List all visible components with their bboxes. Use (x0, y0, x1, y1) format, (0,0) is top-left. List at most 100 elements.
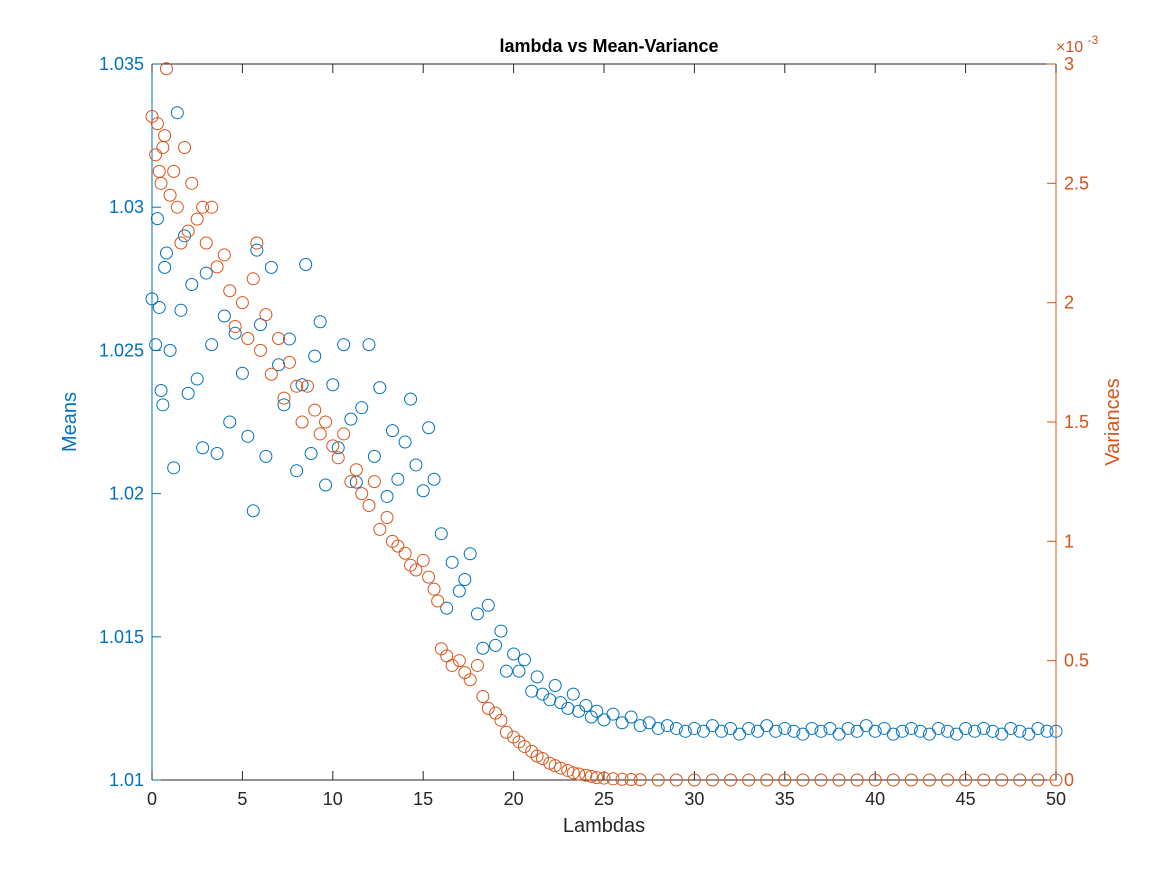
mean-point (253, 318, 267, 332)
mean-point (481, 598, 495, 612)
variance-point (205, 200, 219, 214)
variance-point (170, 200, 184, 214)
variance-point (445, 658, 459, 672)
variance-point (494, 713, 508, 727)
variance-point (217, 248, 231, 262)
variance-point (210, 260, 224, 274)
mean-point (152, 300, 166, 314)
variance-point (404, 558, 418, 572)
mean-point (235, 366, 249, 380)
mean-point (391, 472, 405, 486)
variance-point (272, 331, 286, 345)
variance-point (904, 773, 918, 787)
mean-point (805, 721, 819, 735)
axes: 0 5 10 15 20 25 30 35 40 45 501.011.0151.021.0251.… (99, 54, 1089, 809)
mean-point (494, 624, 508, 638)
mean-point (904, 721, 918, 735)
variance-point (705, 773, 719, 787)
variance-point (554, 761, 568, 775)
variance-point (536, 752, 550, 766)
variance-point (190, 212, 204, 226)
mean-point (434, 527, 448, 541)
mean-point (145, 292, 159, 306)
variance-point (470, 658, 484, 672)
mean-point (304, 447, 318, 461)
mean-point (228, 326, 242, 340)
mean-point (217, 309, 231, 323)
mean-point (445, 555, 459, 569)
variance-point (178, 141, 192, 155)
y-left-tick-label: 1.02 (109, 484, 144, 504)
variance-point (724, 773, 738, 787)
mean-point (678, 724, 692, 738)
mean-point (440, 601, 454, 615)
mean-point (250, 243, 264, 257)
exponent-power: -3 (1088, 33, 1099, 47)
variance-point (167, 164, 181, 178)
variance-point (185, 176, 199, 190)
mean-point (282, 332, 296, 346)
mean-point (733, 727, 747, 741)
mean-point (859, 719, 873, 733)
x-axis-label: Lambdas (563, 815, 645, 837)
mean-point (337, 338, 351, 352)
variance-point (742, 773, 756, 787)
x-tick-label: 15 (413, 789, 433, 809)
variance-point (409, 563, 423, 577)
variance-point (687, 773, 701, 787)
mean-point (633, 719, 647, 733)
variance-point (367, 475, 381, 489)
y-left-tick-label: 1.03 (109, 197, 144, 217)
variance-point (651, 773, 665, 787)
mean-point (760, 719, 774, 733)
chart-labels: lambda vs Mean-Variance Lambdas Means Va… (59, 33, 1124, 837)
mean-point (313, 315, 327, 329)
mean-point (530, 670, 544, 684)
mean-point (1040, 724, 1054, 738)
y-left-tick-label: 1.01 (109, 770, 144, 790)
mean-point (458, 573, 472, 587)
mean-point (507, 647, 521, 661)
mean-point (512, 664, 526, 678)
variance-point (814, 773, 828, 787)
variance-point (850, 773, 864, 787)
variance-point (163, 188, 177, 202)
variance-point (282, 355, 296, 369)
x-tick-label: 10 (323, 789, 343, 809)
x-tick-label: 0 (147, 789, 157, 809)
chart-title: lambda vs Mean-Variance (499, 36, 718, 56)
mean-point (398, 435, 412, 449)
variance-point (344, 475, 358, 489)
y-right-tick-label: 2 (1064, 293, 1074, 313)
variance-point (1013, 773, 1027, 787)
variance-point (308, 403, 322, 417)
variance-point (246, 272, 260, 286)
mean-point (404, 392, 418, 406)
variance-point (241, 331, 255, 345)
mean-point (205, 338, 219, 352)
mean-point (476, 641, 490, 655)
mean-point (651, 721, 665, 735)
mean-point (416, 484, 430, 498)
variance-point (1049, 773, 1063, 787)
mean-point (190, 372, 204, 386)
mean-point (778, 721, 792, 735)
mean-point (154, 383, 168, 397)
y-right-tick-label: 0 (1064, 770, 1074, 790)
y-right-tick-label: 3 (1064, 54, 1074, 74)
mean-point (452, 584, 466, 598)
mean-point (355, 401, 369, 415)
variance-point (778, 773, 792, 787)
variance-point (355, 487, 369, 501)
mean-point (174, 303, 188, 317)
variance-point (922, 773, 936, 787)
mean-point (326, 378, 340, 392)
mean-point (590, 704, 604, 718)
variance-point (380, 510, 394, 524)
mean-point (715, 724, 729, 738)
exponent-base: ×10 (1056, 39, 1083, 56)
variances-series (145, 62, 1063, 787)
mean-point (1004, 721, 1018, 735)
mean-point (319, 478, 333, 492)
mean-point (548, 678, 562, 692)
